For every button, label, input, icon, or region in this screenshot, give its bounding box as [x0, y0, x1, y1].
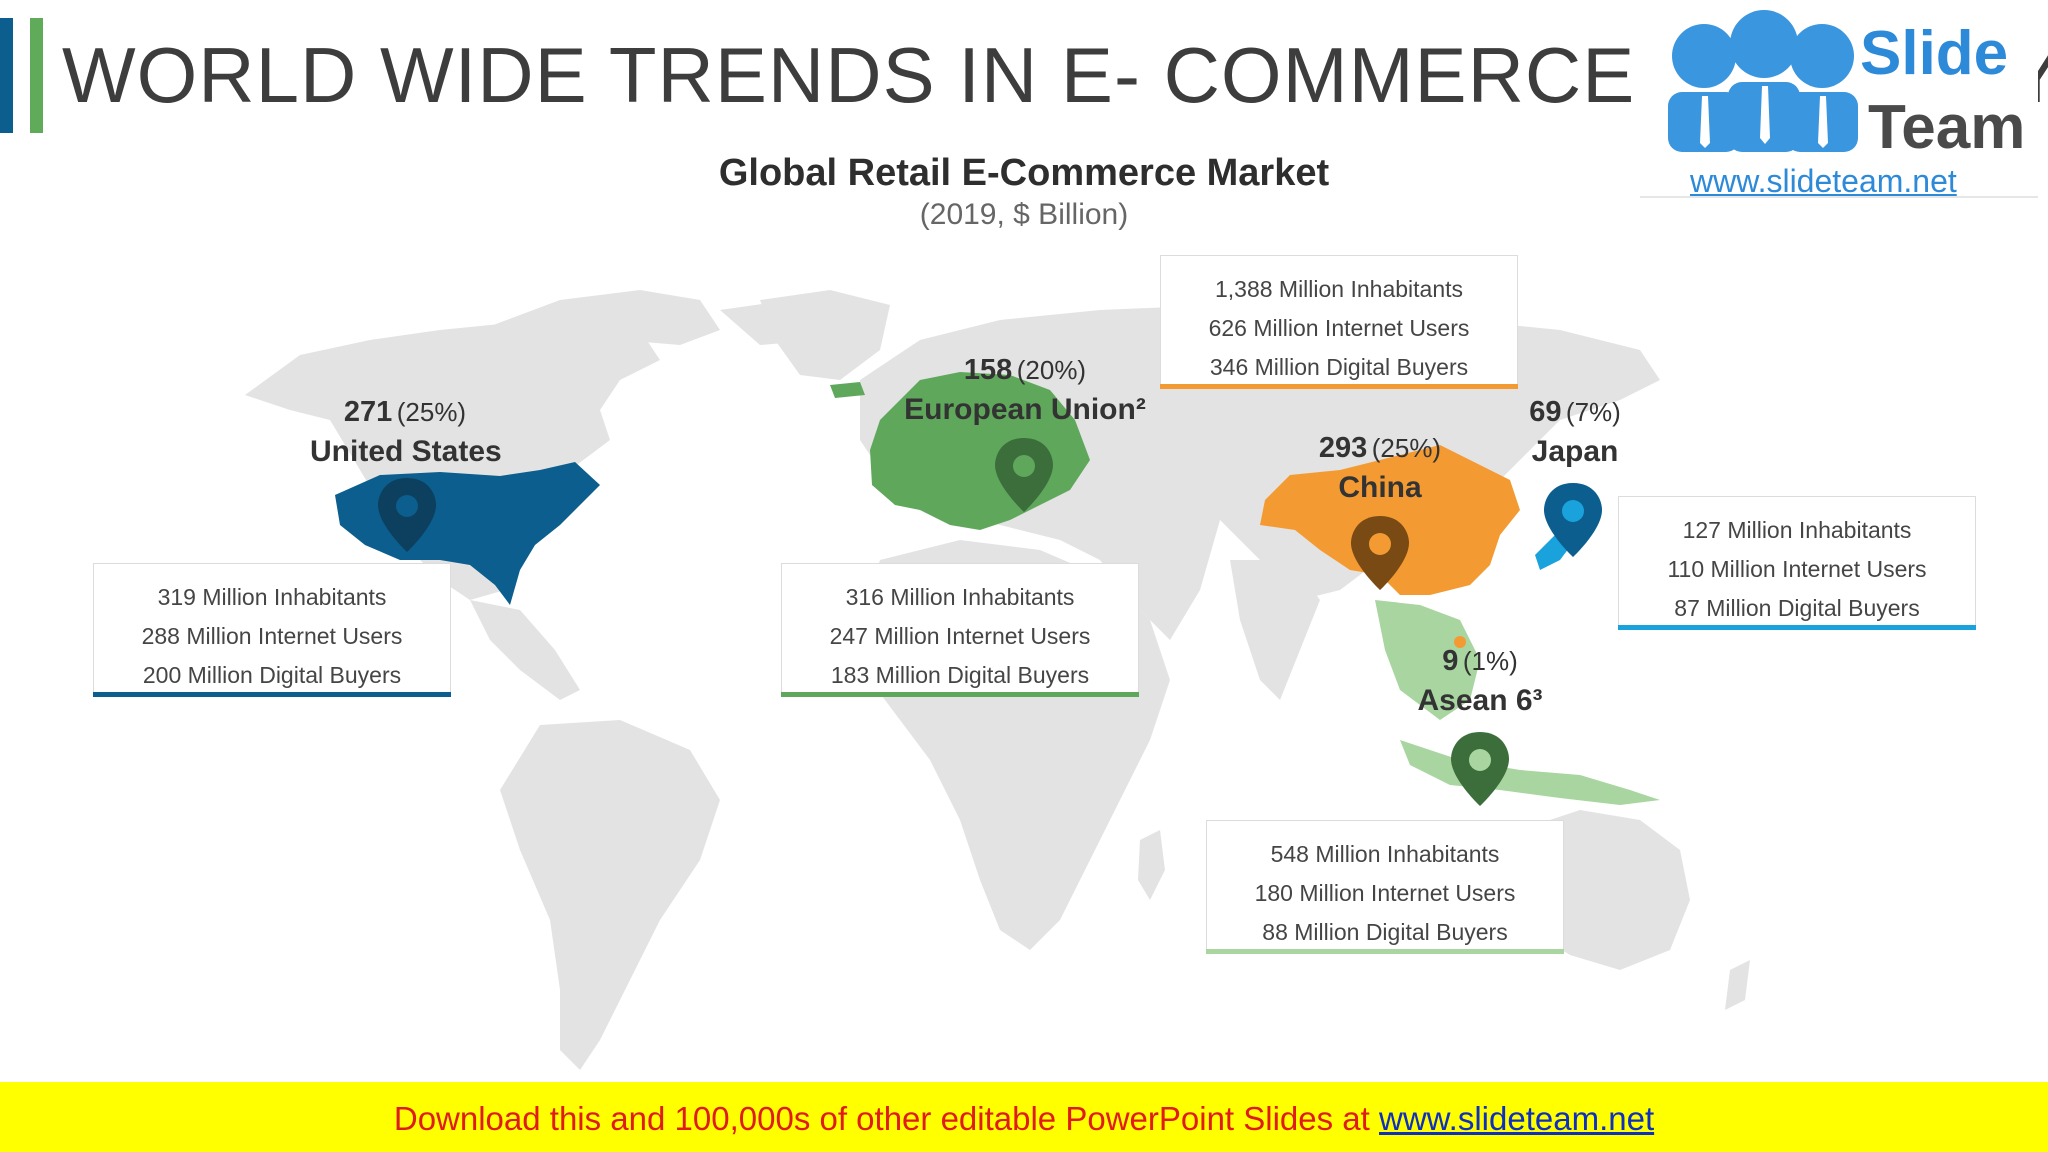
stats-underline	[781, 692, 1139, 697]
footer-banner	[0, 1082, 2048, 1152]
stats-underline	[93, 692, 451, 697]
name-china: China	[1338, 471, 1422, 504]
logo-url[interactable]: www.slideteam.net	[1690, 163, 1957, 199]
stat-inhabitants: 548 Million Inhabitants	[1270, 841, 1500, 867]
stats-underline	[1206, 949, 1564, 954]
logo-divider	[1640, 196, 2038, 198]
footer-message: Download this and 100,000s of other edit…	[393, 1100, 1370, 1137]
label-european-union: 158 (20%) European Union²	[890, 354, 1160, 427]
stat-internet-users: 110 Million Internet Users	[1667, 556, 1927, 582]
stat-internet-users: 288 Million Internet Users	[141, 623, 403, 649]
stat-internet-users: 180 Million Internet Users	[1254, 880, 1516, 906]
stats-european-union: 316 Million Inhabitants 247 Million Inte…	[781, 563, 1139, 697]
slideteam-logo: Slide Team www.slideteam.net	[1640, 0, 2038, 200]
accent-bar-blue	[0, 18, 13, 133]
pin-asean	[1451, 732, 1509, 806]
label-japan: 69 (7%) Japan	[1515, 396, 1635, 469]
value-european-union: 158	[963, 354, 1013, 386]
stats-japan: 127 Million Inhabitants 110 Million Inte…	[1618, 496, 1976, 630]
people-icon	[1668, 10, 1858, 152]
share-european-union: (20%)	[1016, 355, 1087, 385]
pin-united-states	[378, 478, 436, 552]
share-japan: (7%)	[1565, 397, 1621, 427]
chart-subtitle: (2019, $ Billion)	[919, 198, 1129, 231]
stat-digital-buyers: 346 Million Digital Buyers	[1209, 354, 1469, 380]
value-japan: 69	[1529, 396, 1562, 428]
value-china: 293	[1318, 432, 1368, 464]
stat-digital-buyers: 88 Million Digital Buyers	[1262, 919, 1508, 945]
name-united-states: United States	[310, 435, 502, 468]
share-china: (25%)	[1371, 433, 1442, 463]
footer-link[interactable]: www.slideteam.net	[1379, 1100, 1655, 1137]
stat-inhabitants: 319 Million Inhabitants	[157, 584, 387, 610]
stat-inhabitants: 1,388 Million Inhabitants	[1214, 276, 1464, 302]
logo-brand-team: Team	[1868, 93, 2026, 162]
stat-internet-users: 626 Million Internet Users	[1208, 315, 1470, 341]
share-united-states: (25%)	[396, 397, 467, 427]
stats-underline	[1618, 625, 1976, 630]
pin-china	[1351, 516, 1409, 590]
name-european-union: European Union²	[904, 393, 1146, 426]
label-united-states: 271 (25%) United States	[310, 396, 502, 469]
region-asean-mainland	[1375, 600, 1480, 720]
footer-text: Download this and 100,000s of other edit…	[0, 1100, 2048, 1138]
accent-bar-green	[30, 18, 43, 133]
stat-digital-buyers: 200 Million Digital Buyers	[142, 662, 402, 688]
stat-digital-buyers: 183 Million Digital Buyers	[830, 662, 1090, 688]
marker-dot	[1454, 636, 1466, 648]
stats-underline	[1160, 384, 1518, 389]
label-asean: 9 (1%) Asean 6³	[1405, 645, 1555, 718]
stats-united-states: 319 Million Inhabitants 288 Million Inte…	[93, 563, 451, 697]
region-iceland	[830, 382, 865, 398]
stats-asean: 548 Million Inhabitants 180 Million Inte…	[1206, 820, 1564, 954]
value-asean: 9	[1442, 645, 1459, 677]
stats-china: 1,388 Million Inhabitants 626 Million In…	[1160, 255, 1518, 389]
stat-digital-buyers: 87 Million Digital Buyers	[1674, 595, 1920, 621]
label-china: 293 (25%) China	[1310, 432, 1450, 505]
stat-inhabitants: 316 Million Inhabitants	[845, 584, 1075, 610]
name-asean: Asean 6³	[1417, 684, 1543, 717]
pin-european-union	[995, 438, 1053, 512]
pin-japan	[1544, 483, 1602, 557]
name-japan: Japan	[1531, 435, 1619, 468]
value-united-states: 271	[343, 396, 393, 428]
logo-brand-slide: Slide	[1860, 19, 2009, 88]
stat-internet-users: 247 Million Internet Users	[829, 623, 1091, 649]
share-asean: (1%)	[1462, 646, 1518, 676]
chart-title: Global Retail E-Commerce Market	[718, 152, 1330, 194]
region-asean-islands	[1400, 740, 1660, 805]
stat-inhabitants: 127 Million Inhabitants	[1682, 517, 1912, 543]
